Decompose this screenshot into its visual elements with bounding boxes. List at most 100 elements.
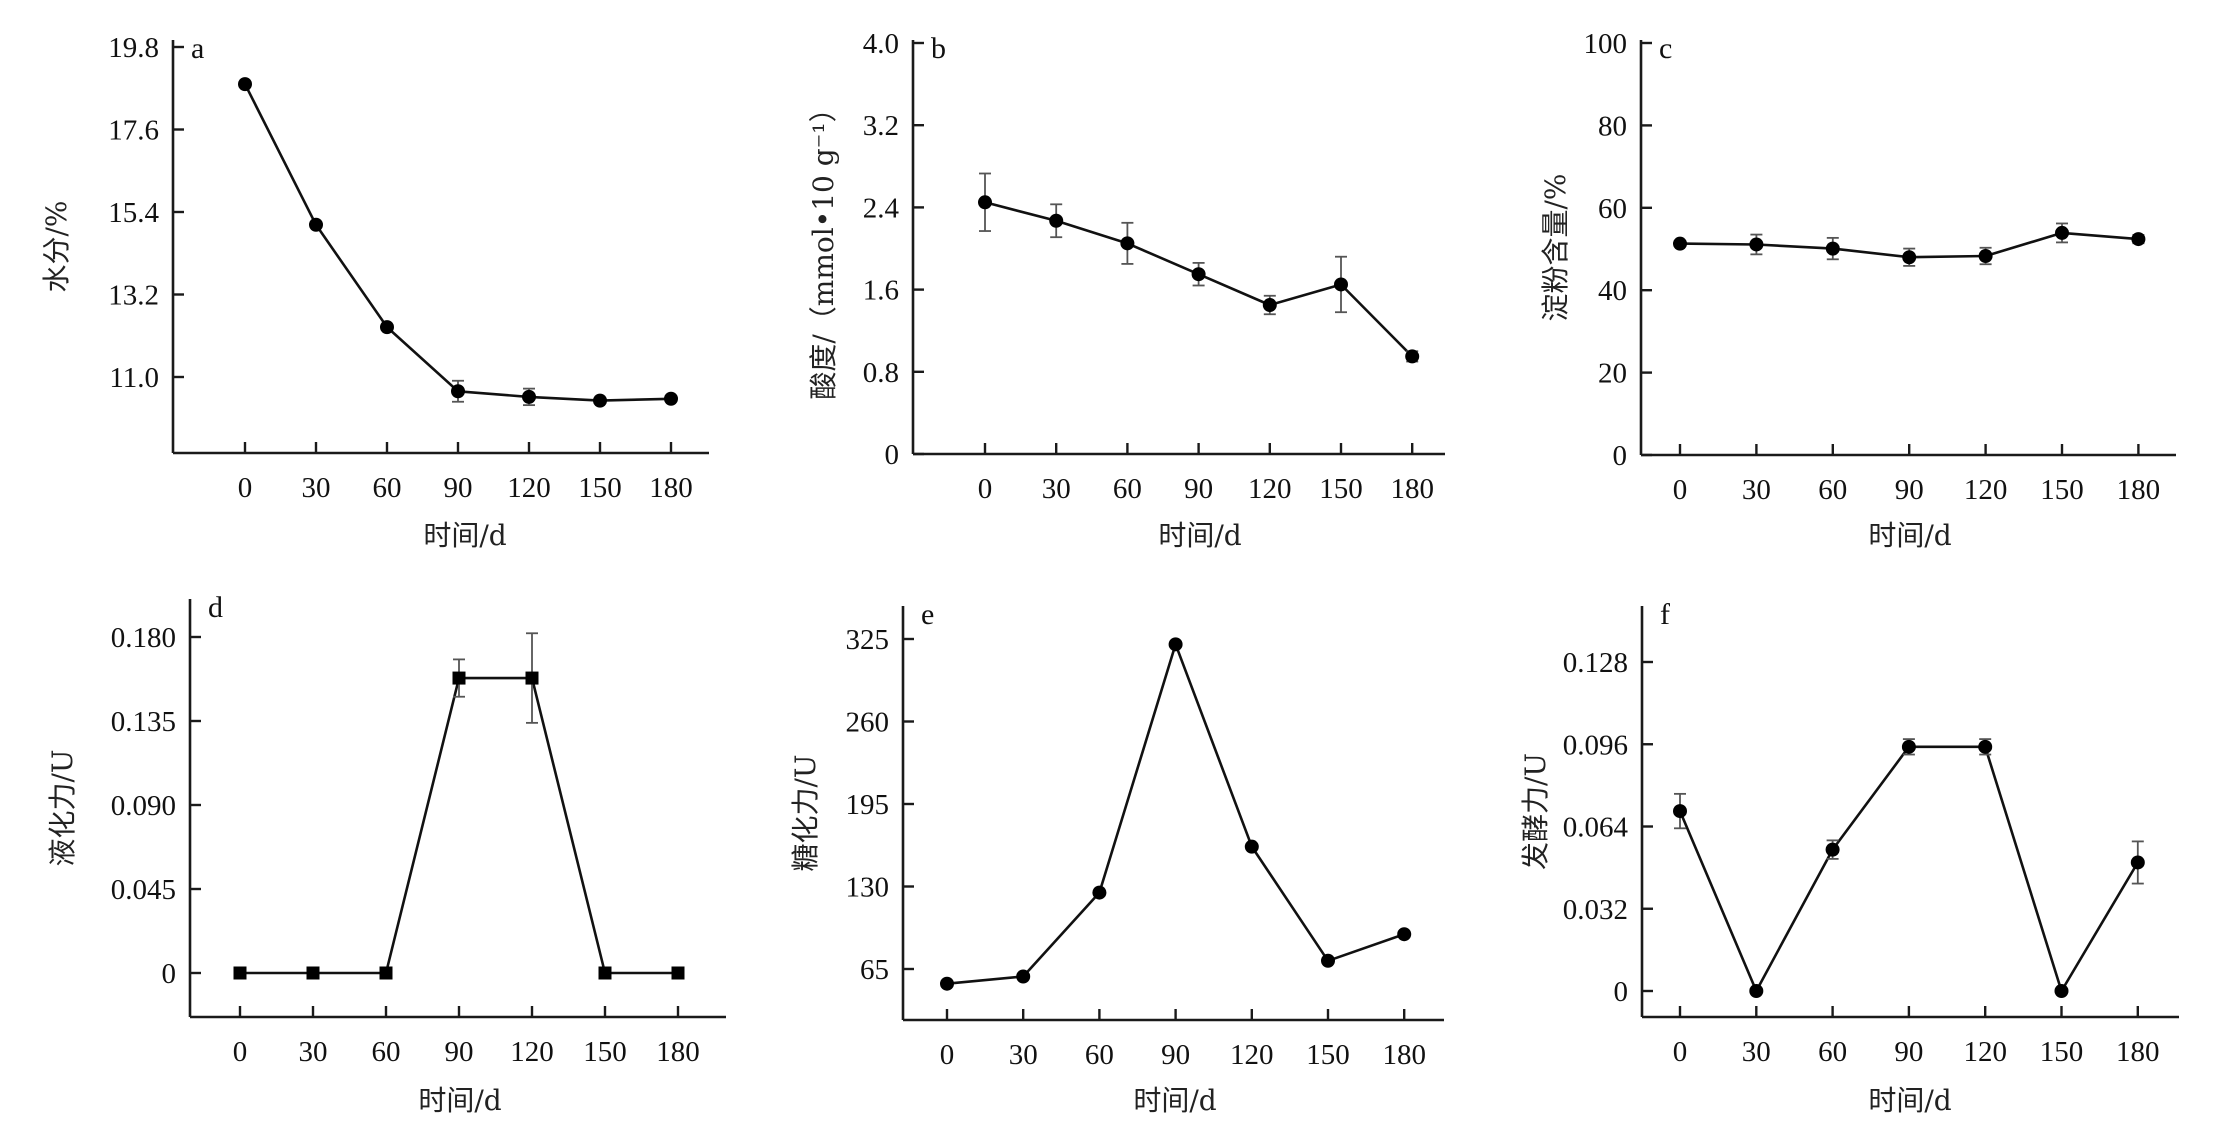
x-axis-label: 时间/d (423, 519, 506, 552)
y-axis-label: 酸度/（mmol•10 g⁻¹） (807, 94, 840, 399)
panel-letter: f (1660, 598, 1670, 631)
y-axis-label: 水分/% (40, 200, 73, 292)
data-point (1168, 637, 1183, 652)
y-tick-label: 2.4 (863, 192, 900, 224)
x-tick-label: 120 (1963, 1036, 2007, 1068)
x-tick-label: 180 (1382, 1039, 1426, 1071)
y-tick-label: 13.2 (108, 280, 159, 312)
panel-letter: c (1659, 32, 1672, 65)
y-tick-label: 3.2 (863, 110, 899, 142)
x-tick-label: 90 (1184, 473, 1213, 505)
y-tick-label: 19.8 (108, 32, 159, 64)
y-tick-label: 0.032 (1563, 894, 1628, 926)
y-tick-label: 325 (846, 624, 890, 656)
panel-d: d 时间/d 液化力/U 0 0.045 0.090 0.135 0.180 0 30 60 9… (46, 591, 726, 1117)
y-tick-label: 4.0 (863, 28, 899, 60)
data-point (1321, 953, 1335, 968)
data-point (1092, 885, 1107, 900)
panel-letter: e (921, 598, 934, 631)
x-tick-label: 90 (1895, 474, 1924, 506)
x-tick-label: 30 (1742, 474, 1771, 506)
x-tick-label: 150 (583, 1036, 627, 1068)
x-tick-label: 150 (1306, 1039, 1350, 1071)
panel-letter: d (208, 591, 223, 624)
data-point (1901, 739, 1916, 754)
data-point (1978, 739, 1993, 754)
x-tick-label: 120 (507, 472, 551, 504)
data-point (1397, 927, 1412, 942)
x-tick-label: 0 (233, 1036, 248, 1068)
y-tick-label: 0.135 (111, 706, 176, 738)
data-point (525, 671, 539, 685)
data-point (1016, 969, 1031, 984)
data-point (1825, 842, 1840, 857)
y-axis-label: 糖化力/U (789, 754, 822, 871)
panel-letter: a (191, 32, 204, 65)
data-point (671, 966, 685, 980)
x-tick-label: 60 (1818, 474, 1847, 506)
data-point (238, 77, 252, 92)
x-tick-label: 60 (1085, 1039, 1114, 1071)
x-axis-label: 时间/d (1868, 1084, 1951, 1117)
y-tick-label: 0.096 (1563, 729, 1628, 761)
panel-a: a 时间/d 水分/% 11.0 13.2 15.4 17.6 19.8 0 30 60 90 1… (40, 32, 709, 552)
data-point (1749, 984, 1764, 998)
data-point (1334, 277, 1348, 292)
y-tick-label: 15.4 (108, 197, 159, 229)
series-line (946, 642, 1405, 985)
x-tick-label: 120 (1964, 474, 2008, 506)
data-point (664, 391, 678, 406)
data-point (1191, 267, 1206, 282)
data-point (1049, 213, 1064, 228)
data-point (2131, 232, 2146, 247)
series-line (240, 676, 678, 975)
data-point (593, 393, 607, 408)
data-point (1244, 839, 1259, 854)
x-tick-label: 120 (510, 1036, 554, 1068)
x-tick-label: 60 (1113, 473, 1142, 505)
y-tick-label: 260 (846, 707, 890, 739)
x-tick-label: 120 (1248, 473, 1292, 505)
panel-f: f 时间/d 发酵力/U 0 0.032 0.064 0.096 0.128 0 30 60 9… (1519, 598, 2179, 1117)
x-tick-label: 60 (1818, 1036, 1847, 1068)
panel-c: c 时间/d 淀粉含量/% 0 20 40 60 80 100 0 30 60 90 120 150 1… (1539, 28, 2176, 552)
data-point (306, 966, 320, 980)
x-tick-label: 90 (444, 472, 473, 504)
x-tick-label: 30 (1009, 1039, 1038, 1071)
data-point (1673, 236, 1687, 251)
x-tick-label: 90 (1894, 1036, 1923, 1068)
y-tick-label: 0.128 (1563, 647, 1628, 679)
x-tick-label: 0 (1673, 474, 1688, 506)
data-point (1749, 237, 1764, 252)
x-tick-label: 60 (372, 1036, 401, 1068)
data-point (1405, 349, 1420, 364)
y-axis-label: 淀粉含量/% (1539, 173, 1572, 321)
y-tick-label: 0.045 (111, 874, 176, 906)
x-tick-label: 30 (1742, 1036, 1771, 1068)
y-tick-label: 17.6 (108, 115, 159, 147)
y-tick-label: 195 (846, 789, 890, 821)
data-point (452, 671, 466, 685)
data-point (309, 217, 323, 232)
y-axis-label: 液化力/U (46, 749, 79, 866)
x-tick-label: 120 (1230, 1039, 1274, 1071)
y-tick-label: 1.6 (863, 275, 899, 307)
data-point (1673, 804, 1687, 819)
x-tick-label: 30 (1042, 473, 1071, 505)
x-tick-label: 180 (656, 1036, 700, 1068)
data-point (978, 195, 992, 210)
panel-b: b 时间/d 酸度/（mmol•10 g⁻¹） 0 0.8 1.6 2.4 3.2 4.0… (807, 28, 1445, 552)
x-tick-label: 150 (578, 472, 622, 504)
x-axis-label: 时间/d (1868, 519, 1951, 552)
series-line (243, 83, 672, 402)
y-tick-label: 130 (846, 872, 890, 904)
x-tick-label: 180 (1390, 473, 1434, 505)
data-point (451, 384, 465, 399)
data-point (2054, 984, 2069, 998)
y-tick-label: 0.180 (111, 622, 176, 654)
x-tick-label: 180 (2117, 474, 2161, 506)
x-tick-label: 0 (238, 472, 253, 504)
data-point (233, 966, 247, 980)
data-point (1902, 250, 1917, 265)
